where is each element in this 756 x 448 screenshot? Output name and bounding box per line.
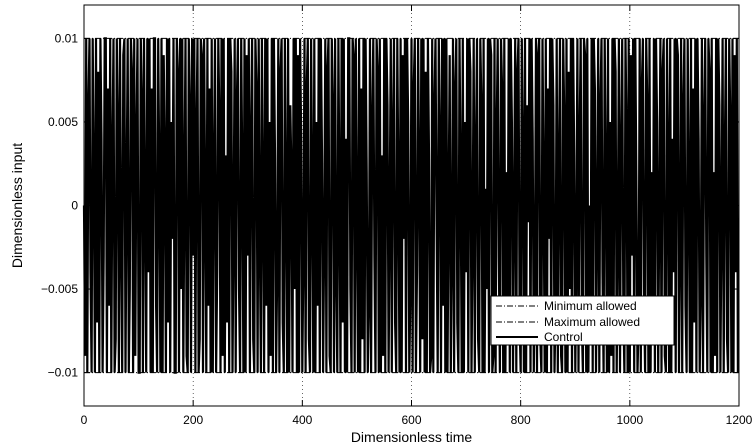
x-tick-label: 1000 — [616, 413, 643, 427]
x-tick-label: 400 — [292, 413, 312, 427]
y-tick-label: 0 — [71, 199, 78, 213]
legend-label-minimum: Minimum allowed — [544, 299, 637, 313]
series-control-line — [82, 37, 739, 374]
data-series — [82, 37, 739, 374]
x-tick-label: 200 — [183, 413, 203, 427]
x-tick-label: 600 — [401, 413, 421, 427]
legend-label-maximum: Maximum allowed — [544, 315, 640, 329]
y-tick-label: −0.005 — [41, 282, 78, 296]
legend: Minimum allowed Maximum allowed Control — [490, 295, 675, 346]
y-tick-label: 0.005 — [48, 115, 78, 129]
y-tick-label: −0.01 — [48, 366, 79, 380]
legend-label-control: Control — [544, 330, 583, 344]
x-tick-label: 1200 — [726, 413, 753, 427]
x-axis-label: Dimensionless time — [351, 429, 473, 445]
axis-ticks: 0 200 400 600 800 1000 1200 −0.01 −0.005 0 0.005 0.… — [41, 5, 753, 427]
y-tick-label: 0.01 — [55, 31, 79, 45]
x-tick-label: 800 — [511, 413, 531, 427]
x-tick-label: 0 — [81, 413, 88, 427]
y-axis-label: Dimensionless input — [9, 143, 25, 268]
